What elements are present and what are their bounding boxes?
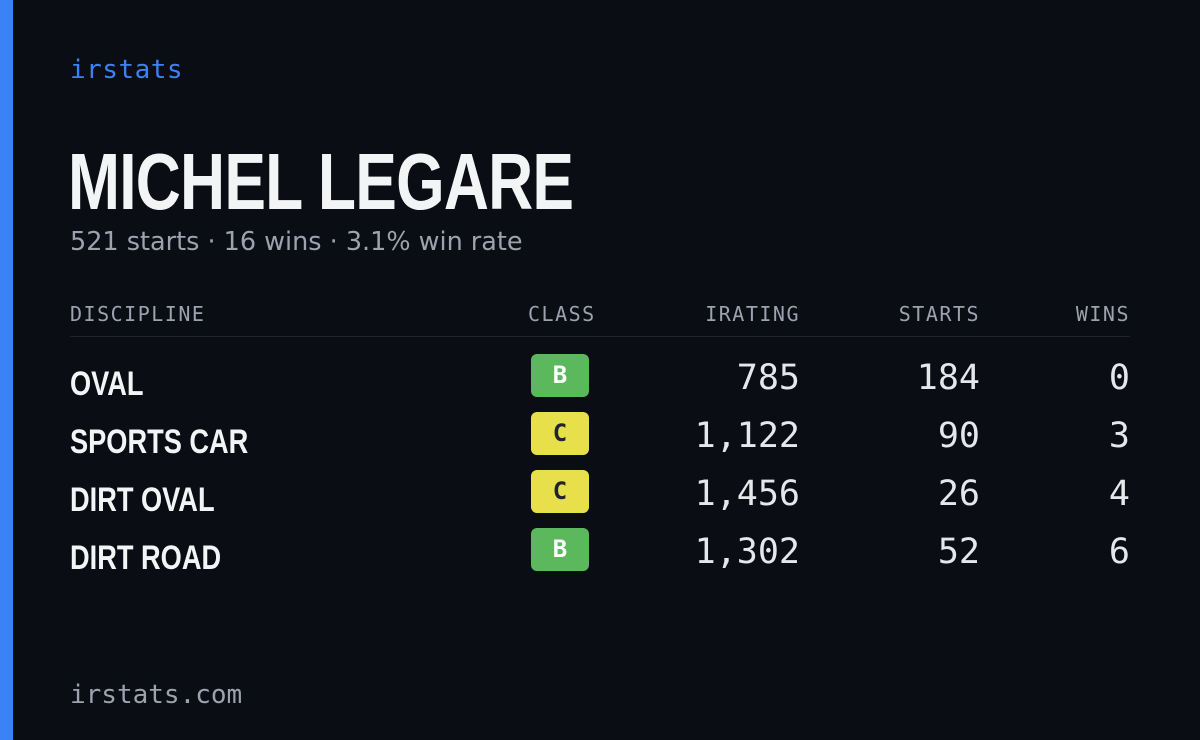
- header-class: CLASS: [528, 302, 596, 326]
- header-starts: STARTS: [898, 302, 980, 326]
- class-badge: B: [531, 528, 589, 571]
- wins-value: 0: [1108, 358, 1130, 398]
- irating-value: 1,456: [694, 474, 800, 514]
- driver-name: MICHEL LEGARE: [68, 137, 574, 226]
- starts-value: 184: [916, 358, 980, 398]
- class-badge: B: [531, 354, 589, 397]
- irating-value: 1,122: [694, 416, 800, 456]
- wins-value: 3: [1108, 416, 1130, 456]
- header-discipline: DISCIPLINE: [70, 302, 206, 326]
- accent-bar: [0, 0, 13, 740]
- class-badge: C: [531, 412, 589, 455]
- discipline-name: SPORTS CAR: [70, 423, 249, 461]
- driver-summary: 521 starts · 16 wins · 3.1% win rate: [70, 227, 523, 257]
- discipline-name: DIRT ROAD: [70, 539, 222, 577]
- discipline-name: OVAL: [70, 365, 144, 403]
- class-badge: C: [531, 470, 589, 513]
- wins-value: 4: [1108, 474, 1130, 514]
- starts-value: 90: [937, 416, 980, 456]
- starts-value: 52: [937, 532, 980, 572]
- discipline-name: DIRT OVAL: [70, 481, 215, 519]
- wins-value: 6: [1108, 532, 1130, 572]
- starts-value: 26: [937, 474, 980, 514]
- table-row: DIRT ROAD B 1,302 52 6: [70, 526, 1130, 584]
- irating-value: 1,302: [694, 532, 800, 572]
- brand-logo: irstats: [70, 55, 184, 85]
- stats-table: DISCIPLINE CLASS IRATING STARTS WINS OVA…: [70, 298, 1130, 588]
- table-row: SPORTS CAR C 1,122 90 3: [70, 410, 1130, 468]
- header-irating: IRATING: [705, 302, 800, 326]
- table-row: OVAL B 785 184 0: [70, 352, 1130, 410]
- header-divider: [70, 336, 1130, 337]
- footer-domain: irstats.com: [70, 680, 243, 710]
- table-row: DIRT OVAL C 1,456 26 4: [70, 468, 1130, 526]
- header-wins: WINS: [1075, 302, 1130, 326]
- irating-value: 785: [736, 358, 800, 398]
